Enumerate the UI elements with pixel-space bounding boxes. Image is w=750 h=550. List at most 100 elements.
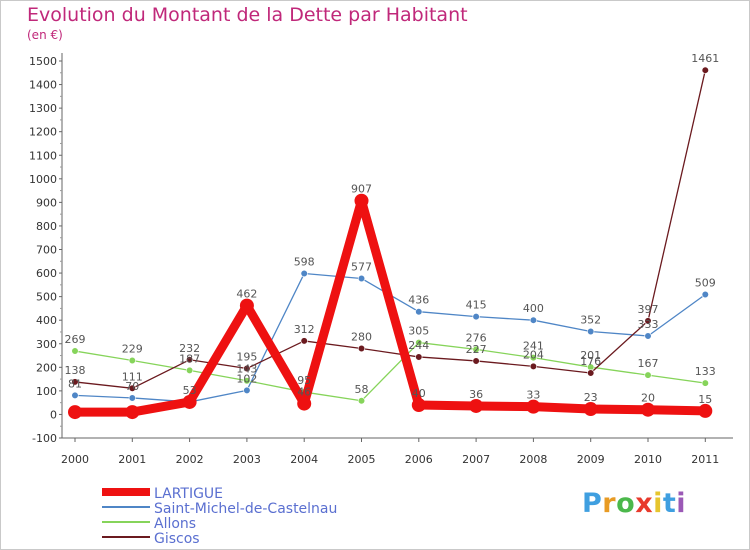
series-line [70,196,710,417]
data-point [698,403,713,418]
data-label: 204 [523,348,544,361]
data-label: 40 [412,387,426,400]
data-point [128,356,136,365]
data-label: 280 [351,330,372,343]
legend-label: Saint-Michel-de-Castelnau [154,501,337,517]
logo-letter: P [582,488,603,519]
x-tick-label: 2005 [348,453,376,466]
logo-letter: r [602,488,617,519]
data-point [472,357,480,365]
data-point [182,394,197,409]
data-point [583,402,598,417]
data-point [186,366,194,374]
data-label: 397 [638,303,659,316]
data-label: 244 [408,339,429,352]
data-point [300,337,308,345]
data-point [644,317,652,325]
data-point [71,347,79,355]
y-tick-label: 1100 [29,149,57,162]
chart-unit: (en €) [27,28,63,42]
y-tick-label: 100 [36,385,57,398]
data-label: 195 [236,350,257,363]
y-tick-label: 1300 [29,102,57,115]
data-point [415,353,423,361]
data-label: 598 [294,256,315,269]
data-point [354,193,369,208]
data-point [71,378,79,386]
data-point [644,332,652,340]
data-point [300,269,308,278]
logo-letter: i [653,488,663,519]
data-label: 201 [580,349,601,362]
data-label: 269 [65,333,86,346]
data-point [701,66,709,74]
y-tick-label: 1400 [29,79,57,92]
y-tick-label: 900 [36,196,57,209]
data-point [472,345,480,354]
x-tick-label: 2011 [691,453,719,466]
data-label: 111 [122,370,143,383]
data-point [357,397,366,405]
data-label: 143 [236,363,257,376]
data-label: 33 [526,389,540,402]
legend-label: LARTIGUE [154,486,223,502]
data-point [587,369,595,377]
data-point [357,274,366,283]
data-point [469,398,484,413]
data-point [357,344,366,353]
data-point [71,391,79,399]
logo-letter: o [616,488,636,519]
x-tick-label: 2001 [118,453,146,466]
data-label: 15 [698,393,712,406]
data-label: 462 [236,288,257,301]
series-layer [68,66,713,420]
legend-label: Allons [154,516,196,532]
labels-layer: 81 70 53 102 598 577 436 415 400 352 333 509 269 229 1… [65,52,720,406]
data-label: 167 [638,357,659,370]
data-label: 46 [297,386,311,399]
y-tick-label: 400 [36,314,57,327]
data-label: 53 [183,384,197,397]
y-tick-label: 0 [50,408,57,421]
y-tick-label: 600 [36,267,57,280]
data-point [128,394,136,402]
data-label: 232 [179,342,200,355]
y-tick-label: 500 [36,291,57,304]
data-point [587,327,595,336]
data-label: 36 [469,388,483,401]
x-tick-label: 2000 [61,453,89,466]
data-label: 227 [466,343,487,356]
y-tick-label: 200 [36,361,57,374]
data-label: 436 [408,294,429,307]
data-point [243,377,251,385]
x-tick-label: 2010 [634,453,662,466]
data-point [239,298,254,313]
y-tick-label: 800 [36,220,57,233]
data-point [68,405,82,420]
y-tick-label: 300 [36,338,57,351]
data-label: 415 [466,299,487,312]
logo-letter: x [635,488,654,519]
data-label: 70 [125,380,139,393]
data-label: 509 [695,277,716,290]
y-tick-label: 700 [36,244,57,257]
data-point [415,338,423,347]
proxiti-logo: Proxiti [582,488,686,519]
data-point [644,371,652,379]
x-tick-label: 2003 [233,453,261,466]
y-tick-label: 1500 [29,55,57,68]
series-line [74,69,706,389]
data-point [701,290,709,299]
y-tick-label: 1000 [29,173,57,186]
y-tick-label: -100 [32,432,57,445]
logo-letter: t [662,488,677,519]
x-tick-label: 2002 [176,453,204,466]
data-label: 241 [523,340,544,353]
x-tick-label: 2006 [405,453,433,466]
data-point [297,396,312,411]
legend-label: Giscos [154,531,200,547]
data-label: 133 [695,365,716,378]
data-label: 23 [584,391,598,404]
